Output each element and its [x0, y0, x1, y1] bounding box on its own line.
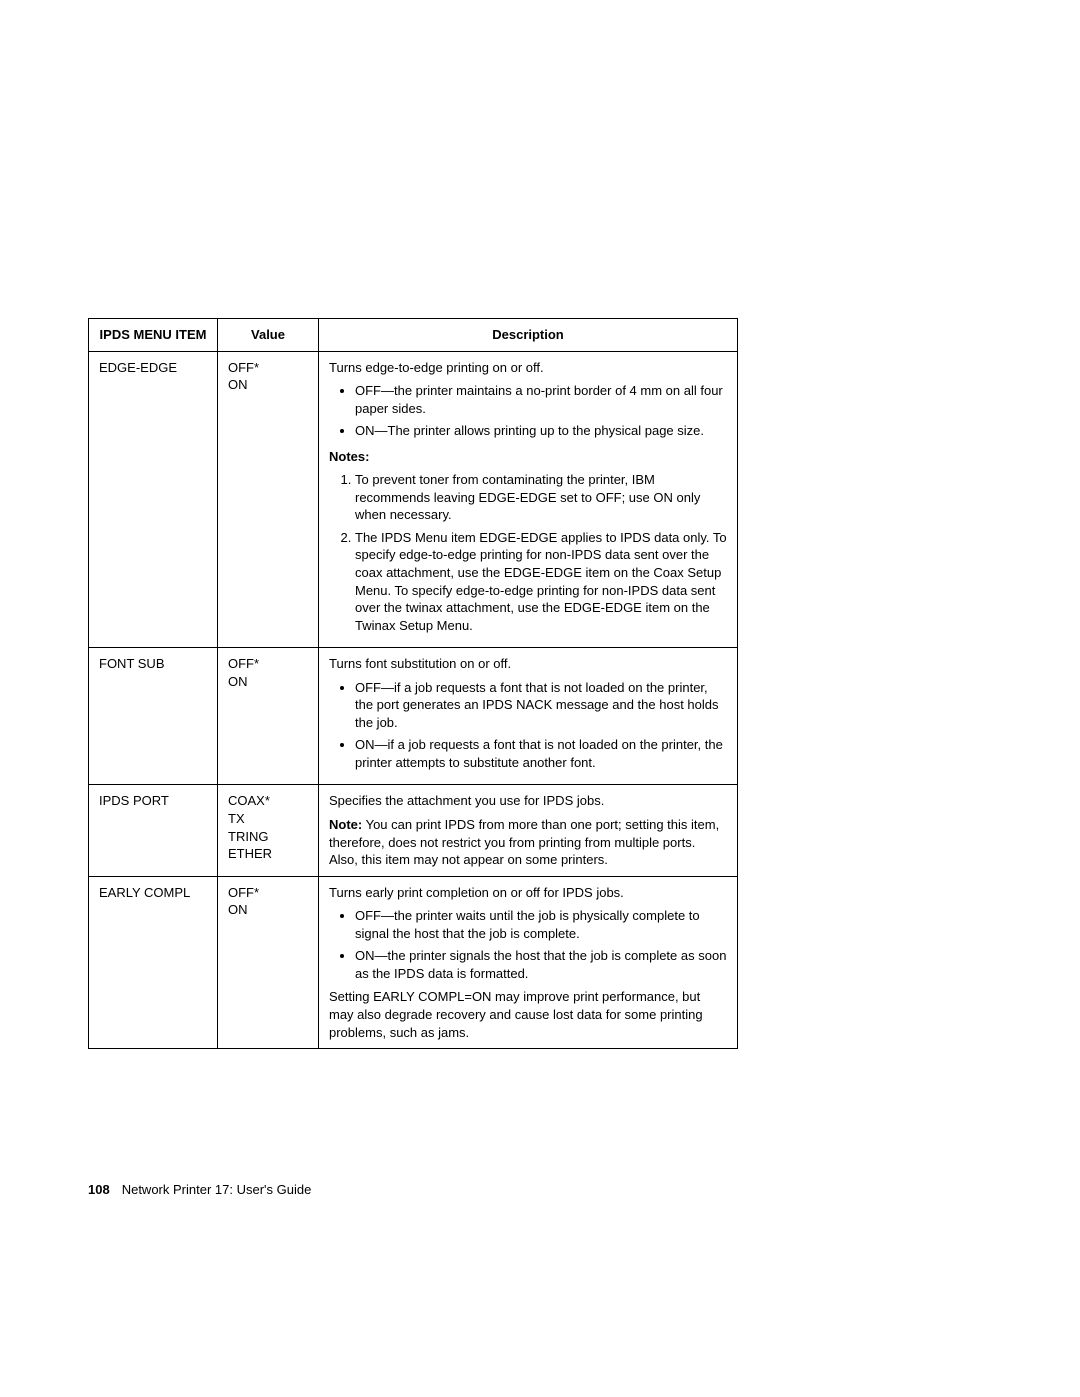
note-text: You can print IPDS from more than one po…	[329, 817, 719, 867]
cell-item: EARLY COMPL	[89, 876, 218, 1048]
cell-value: COAX* TX TRING ETHER	[218, 785, 319, 876]
cell-item: EDGE-EDGE	[89, 351, 218, 648]
desc-intro: Turns early print completion on or off f…	[329, 884, 727, 902]
desc-bullets: OFF—if a job requests a font that is not…	[329, 679, 727, 772]
page-number: 108	[88, 1182, 110, 1197]
cell-value: OFF* ON	[218, 351, 319, 648]
note-inline: Note: You can print IPDS from more than …	[329, 816, 727, 869]
page-content: IPDS MENU ITEM Value Description EDGE-ED…	[88, 318, 738, 1049]
cell-description: Turns edge-to-edge printing on or off. O…	[319, 351, 738, 648]
cell-description: Turns font substitution on or off. OFF—i…	[319, 648, 738, 785]
note-item: To prevent toner from contaminating the …	[355, 471, 727, 524]
table-row: IPDS PORT COAX* TX TRING ETHER Specifies…	[89, 785, 738, 876]
table-row: EARLY COMPL OFF* ON Turns early print co…	[89, 876, 738, 1048]
header-value: Value	[218, 319, 319, 352]
bullet-item: OFF—the printer waits until the job is p…	[355, 907, 727, 942]
footer-text: Network Printer 17: User's Guide	[122, 1182, 312, 1197]
bullet-item: OFF—the printer maintains a no-print bor…	[355, 382, 727, 417]
table-row: EDGE-EDGE OFF* ON Turns edge-to-edge pri…	[89, 351, 738, 648]
cell-description: Specifies the attachment you use for IPD…	[319, 785, 738, 876]
note-item: The IPDS Menu item EDGE-EDGE applies to …	[355, 529, 727, 634]
table-row: FONT SUB OFF* ON Turns font substitution…	[89, 648, 738, 785]
ipds-menu-table: IPDS MENU ITEM Value Description EDGE-ED…	[88, 318, 738, 1049]
header-description: Description	[319, 319, 738, 352]
cell-item: IPDS PORT	[89, 785, 218, 876]
bullet-item: ON—if a job requests a font that is not …	[355, 736, 727, 771]
desc-bullets: OFF—the printer maintains a no-print bor…	[329, 382, 727, 440]
bullet-item: ON—the printer signals the host that the…	[355, 947, 727, 982]
cell-value: OFF* ON	[218, 876, 319, 1048]
header-item: IPDS MENU ITEM	[89, 319, 218, 352]
cell-description: Turns early print completion on or off f…	[319, 876, 738, 1048]
desc-bullets: OFF—the printer waits until the job is p…	[329, 907, 727, 982]
bullet-item: OFF—if a job requests a font that is not…	[355, 679, 727, 732]
bullet-item: ON—The printer allows printing up to the…	[355, 422, 727, 440]
desc-intro: Specifies the attachment you use for IPD…	[329, 792, 727, 810]
desc-intro: Turns font substitution on or off.	[329, 655, 727, 673]
notes-label: Notes:	[329, 448, 727, 466]
note-label: Note:	[329, 817, 362, 832]
cell-value: OFF* ON	[218, 648, 319, 785]
page-footer: 108 Network Printer 17: User's Guide	[88, 1182, 311, 1197]
desc-intro: Turns edge-to-edge printing on or off.	[329, 359, 727, 377]
desc-footnote: Setting EARLY COMPL=ON may improve print…	[329, 988, 727, 1041]
notes-list: To prevent toner from contaminating the …	[329, 471, 727, 634]
cell-item: FONT SUB	[89, 648, 218, 785]
